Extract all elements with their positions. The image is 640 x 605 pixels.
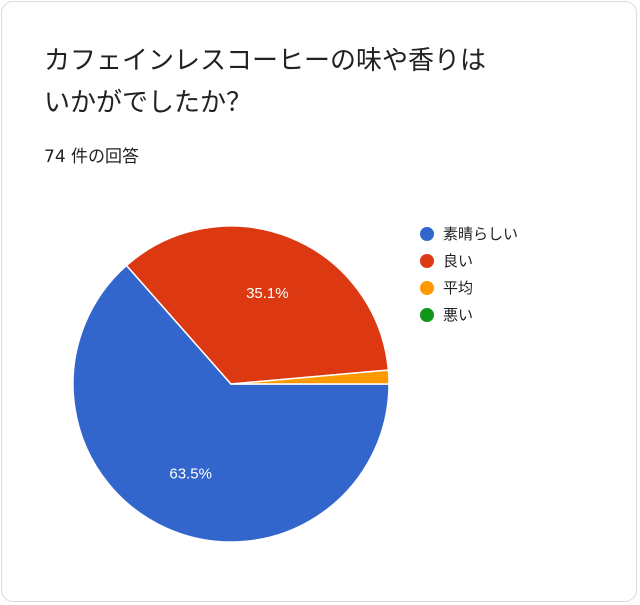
response-count: 74 件の回答	[44, 147, 140, 167]
legend-marker-4	[420, 308, 434, 322]
pie-slice-3	[230, 369, 390, 385]
legend-marker-1	[420, 227, 434, 241]
legend-label-1: 素晴らしい	[443, 225, 518, 243]
pie-slice-labels: 63.5% 35.1%	[169, 285, 288, 482]
legend-marker-2	[420, 254, 434, 268]
legend-label-4: 悪い	[443, 306, 473, 324]
pie-slice-2	[125, 225, 390, 385]
question-title-line1: カフェインレスコーヒーの味や香りは	[44, 46, 487, 76]
legend-label-3: 平均	[443, 279, 473, 297]
legend-marker-3	[420, 281, 434, 295]
slice-value-label-1: 63.5%	[169, 465, 212, 482]
question-title: カフェインレスコーヒーの味や香りは いかがでしたか？	[44, 40, 564, 124]
pie-slices	[72, 225, 390, 543]
slice-value-label-2: 35.1%	[246, 285, 289, 302]
pie-slice-1	[72, 264, 390, 543]
legend-label-2: 良い	[443, 252, 473, 270]
question-title-line2: いかがでしたか？	[44, 88, 253, 118]
